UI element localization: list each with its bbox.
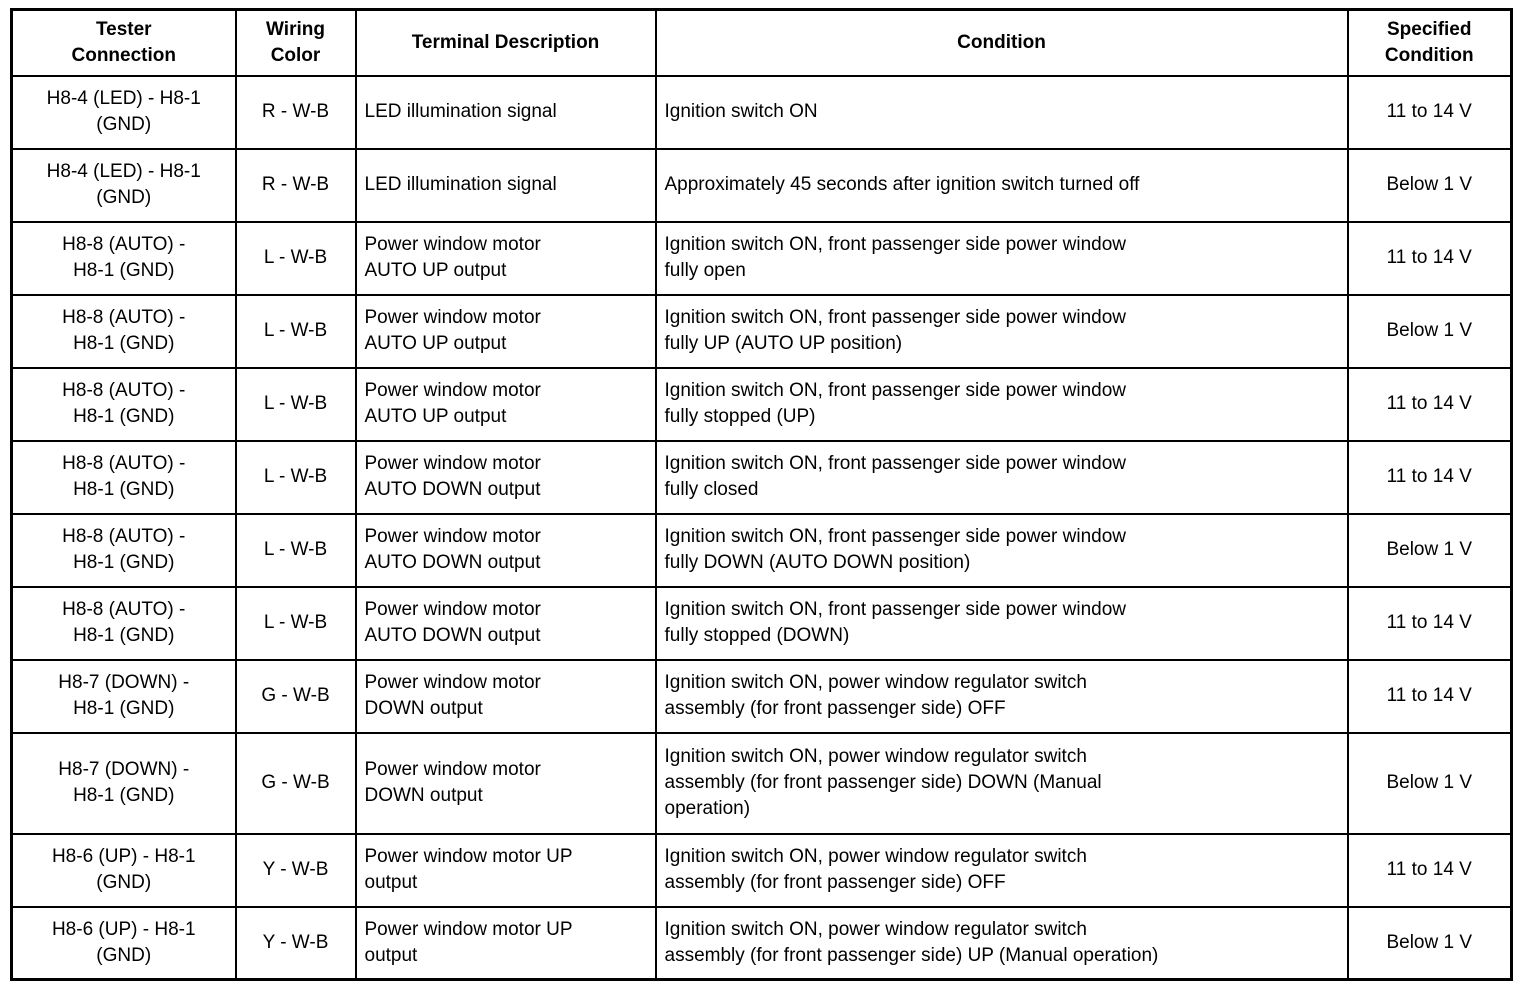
cell-specified-condition: 11 to 14 V bbox=[1346, 439, 1513, 515]
cell-wiring-color: L - W-B bbox=[234, 585, 357, 661]
table-row: H8-6 (UP) - H8-1 (GND) Y - W-B Power win… bbox=[10, 905, 1513, 981]
cell-wiring-color: Y - W-B bbox=[234, 905, 357, 981]
cell-tester-connection: H8-4 (LED) - H8-1 (GND) bbox=[10, 74, 237, 150]
table-body: H8-4 (LED) - H8-1 (GND) R - W-B LED illu… bbox=[10, 74, 1513, 981]
cell-wiring-color: R - W-B bbox=[234, 74, 357, 150]
cell-terminal-description: Power window motor AUTO UP output bbox=[354, 293, 657, 369]
cell-tester-connection: H8-6 (UP) - H8-1 (GND) bbox=[10, 905, 237, 981]
cell-specified-condition: 11 to 14 V bbox=[1346, 832, 1513, 908]
table-row: H8-7 (DOWN) - H8-1 (GND) G - W-B Power w… bbox=[10, 658, 1513, 734]
cell-condition: Ignition switch ON, power window regulat… bbox=[654, 658, 1349, 734]
cell-condition: Approximately 45 seconds after ignition … bbox=[654, 147, 1349, 223]
cell-condition: Ignition switch ON, power window regulat… bbox=[654, 832, 1349, 908]
cell-condition: Ignition switch ON, front passenger side… bbox=[654, 439, 1349, 515]
header-row: Tester Connection Wiring Color Terminal … bbox=[10, 8, 1513, 77]
cell-tester-connection: H8-7 (DOWN) - H8-1 (GND) bbox=[10, 731, 237, 835]
header-specified-condition: Specified Condition bbox=[1346, 8, 1513, 77]
cell-tester-connection: H8-7 (DOWN) - H8-1 (GND) bbox=[10, 658, 237, 734]
table-row: H8-7 (DOWN) - H8-1 (GND) G - W-B Power w… bbox=[10, 731, 1513, 835]
cell-condition: Ignition switch ON, front passenger side… bbox=[654, 293, 1349, 369]
cell-terminal-description: Power window motor DOWN output bbox=[354, 731, 657, 835]
cell-wiring-color: L - W-B bbox=[234, 220, 357, 296]
cell-terminal-description: Power window motor UP output bbox=[354, 905, 657, 981]
cell-tester-connection: H8-4 (LED) - H8-1 (GND) bbox=[10, 147, 237, 223]
table-header: Tester Connection Wiring Color Terminal … bbox=[10, 8, 1513, 77]
table-row: H8-8 (AUTO) - H8-1 (GND) L - W-B Power w… bbox=[10, 293, 1513, 369]
cell-specified-condition: Below 1 V bbox=[1346, 731, 1513, 835]
cell-wiring-color: G - W-B bbox=[234, 731, 357, 835]
cell-terminal-description: Power window motor AUTO UP output bbox=[354, 366, 657, 442]
header-terminal-description: Terminal Description bbox=[354, 8, 657, 77]
cell-wiring-color: Y - W-B bbox=[234, 832, 357, 908]
cell-specified-condition: 11 to 14 V bbox=[1346, 74, 1513, 150]
cell-tester-connection: H8-8 (AUTO) - H8-1 (GND) bbox=[10, 439, 237, 515]
table-row: H8-8 (AUTO) - H8-1 (GND) L - W-B Power w… bbox=[10, 512, 1513, 588]
cell-condition: Ignition switch ON, front passenger side… bbox=[654, 512, 1349, 588]
cell-tester-connection: H8-8 (AUTO) - H8-1 (GND) bbox=[10, 366, 237, 442]
cell-terminal-description: Power window motor AUTO DOWN output bbox=[354, 585, 657, 661]
cell-specified-condition: 11 to 14 V bbox=[1346, 366, 1513, 442]
cell-condition: Ignition switch ON, power window regulat… bbox=[654, 905, 1349, 981]
cell-specified-condition: 11 to 14 V bbox=[1346, 585, 1513, 661]
cell-tester-connection: H8-8 (AUTO) - H8-1 (GND) bbox=[10, 293, 237, 369]
cell-condition: Ignition switch ON, front passenger side… bbox=[654, 366, 1349, 442]
header-wiring-color: Wiring Color bbox=[234, 8, 357, 77]
table-row: H8-8 (AUTO) - H8-1 (GND) L - W-B Power w… bbox=[10, 366, 1513, 442]
cell-wiring-color: L - W-B bbox=[234, 366, 357, 442]
cell-specified-condition: Below 1 V bbox=[1346, 293, 1513, 369]
cell-tester-connection: H8-8 (AUTO) - H8-1 (GND) bbox=[10, 585, 237, 661]
cell-wiring-color: R - W-B bbox=[234, 147, 357, 223]
header-condition: Condition bbox=[654, 8, 1349, 77]
table-row: H8-8 (AUTO) - H8-1 (GND) L - W-B Power w… bbox=[10, 439, 1513, 515]
cell-terminal-description: Power window motor AUTO UP output bbox=[354, 220, 657, 296]
table-row: H8-8 (AUTO) - H8-1 (GND) L - W-B Power w… bbox=[10, 585, 1513, 661]
cell-tester-connection: H8-8 (AUTO) - H8-1 (GND) bbox=[10, 512, 237, 588]
cell-terminal-description: LED illumination signal bbox=[354, 147, 657, 223]
cell-tester-connection: H8-8 (AUTO) - H8-1 (GND) bbox=[10, 220, 237, 296]
table-row: H8-4 (LED) - H8-1 (GND) R - W-B LED illu… bbox=[10, 74, 1513, 150]
header-tester-connection: Tester Connection bbox=[10, 8, 237, 77]
cell-wiring-color: L - W-B bbox=[234, 439, 357, 515]
cell-wiring-color: L - W-B bbox=[234, 293, 357, 369]
table-row: H8-4 (LED) - H8-1 (GND) R - W-B LED illu… bbox=[10, 147, 1513, 223]
cell-terminal-description: Power window motor UP output bbox=[354, 832, 657, 908]
cell-specified-condition: Below 1 V bbox=[1346, 905, 1513, 981]
cell-terminal-description: Power window motor DOWN output bbox=[354, 658, 657, 734]
cell-tester-connection: H8-6 (UP) - H8-1 (GND) bbox=[10, 832, 237, 908]
electrical-check-table: Tester Connection Wiring Color Terminal … bbox=[10, 8, 1513, 981]
cell-specified-condition: 11 to 14 V bbox=[1346, 658, 1513, 734]
cell-condition: Ignition switch ON, power window regulat… bbox=[654, 731, 1349, 835]
cell-terminal-description: LED illumination signal bbox=[354, 74, 657, 150]
table-row: H8-6 (UP) - H8-1 (GND) Y - W-B Power win… bbox=[10, 832, 1513, 908]
cell-terminal-description: Power window motor AUTO DOWN output bbox=[354, 439, 657, 515]
cell-condition: Ignition switch ON bbox=[654, 74, 1349, 150]
cell-wiring-color: G - W-B bbox=[234, 658, 357, 734]
cell-specified-condition: Below 1 V bbox=[1346, 147, 1513, 223]
cell-condition: Ignition switch ON, front passenger side… bbox=[654, 585, 1349, 661]
table-row: H8-8 (AUTO) - H8-1 (GND) L - W-B Power w… bbox=[10, 220, 1513, 296]
cell-condition: Ignition switch ON, front passenger side… bbox=[654, 220, 1349, 296]
cell-terminal-description: Power window motor AUTO DOWN output bbox=[354, 512, 657, 588]
cell-specified-condition: Below 1 V bbox=[1346, 512, 1513, 588]
cell-wiring-color: L - W-B bbox=[234, 512, 357, 588]
cell-specified-condition: 11 to 14 V bbox=[1346, 220, 1513, 296]
